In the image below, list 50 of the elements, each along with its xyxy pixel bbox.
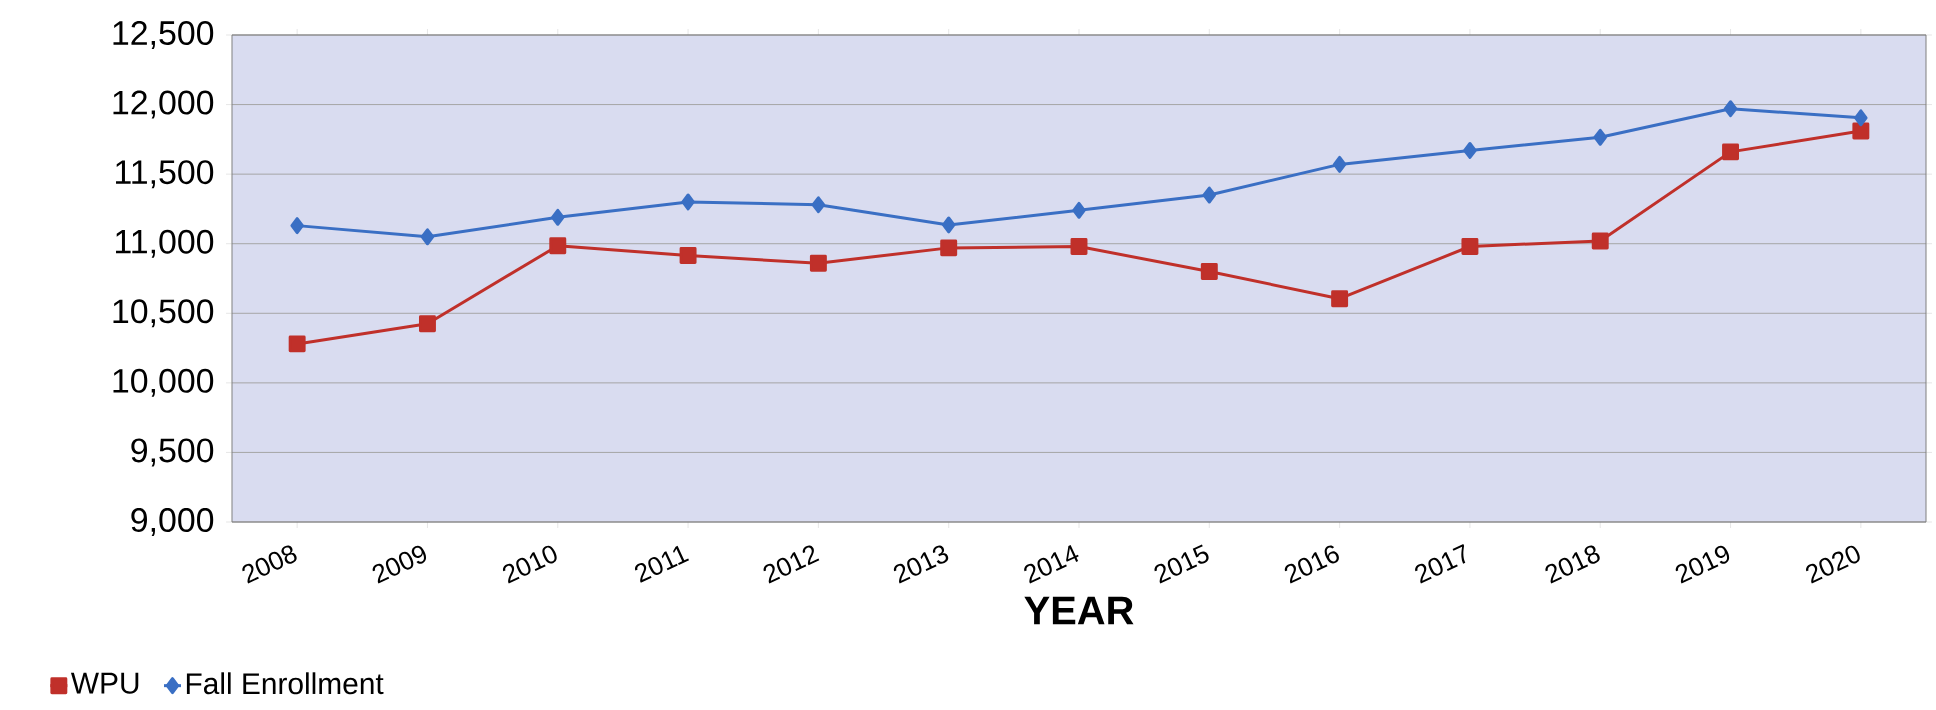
point [811, 196, 826, 214]
y-tick-label: 9,000 [131, 508, 214, 536]
x-axis-title: YEAR [1024, 596, 1134, 625]
x-tick-label: 2013 [893, 545, 949, 584]
point [1200, 263, 1218, 281]
point [1852, 122, 1870, 140]
x-tick-label: 2016 [1284, 545, 1339, 584]
x-tick-label: 2009 [372, 545, 427, 584]
point [679, 247, 697, 265]
y-tick-label: 9,500 [131, 438, 214, 467]
point [1331, 290, 1349, 308]
x-tick-label: 2011 [634, 545, 690, 583]
y-tick-label: 11,500 [116, 160, 214, 189]
point [1723, 100, 1738, 118]
x-tick-label: 2015 [1154, 544, 1209, 584]
x-tick-label: 2017 [1415, 544, 1466, 584]
point [1854, 109, 1868, 127]
point [940, 239, 958, 257]
point [290, 217, 304, 235]
x-tick-label: 2008 [242, 545, 297, 584]
point [809, 254, 827, 272]
point [1593, 128, 1607, 146]
y-tick-label: 11,000 [116, 229, 214, 258]
point [1202, 186, 1217, 204]
x-tick-label: 2018 [1545, 545, 1600, 584]
point [1591, 232, 1609, 250]
point [418, 315, 436, 333]
point [1463, 142, 1477, 159]
y-tick-label: 10,500 [113, 299, 214, 328]
x-tick-label: 2019 [1675, 545, 1730, 584]
x-tick-label: 2010 [502, 545, 557, 584]
y-tick-label: 12,500 [113, 21, 214, 49]
x-tick-label: 2014 [1024, 544, 1079, 584]
point [681, 193, 695, 211]
point [941, 216, 956, 234]
point [1722, 143, 1740, 161]
point [1461, 238, 1479, 255]
legend-label: WPU [70, 672, 139, 694]
point [420, 228, 435, 246]
point [1072, 201, 1086, 219]
y-tick-label: 10,000 [113, 368, 214, 397]
y-tick-label: 12,000 [113, 90, 214, 119]
x-tick-label: 2012 [763, 545, 820, 584]
point [551, 208, 565, 226]
point [549, 237, 567, 255]
point [1332, 155, 1347, 173]
x-tick-label: 2020 [1806, 545, 1860, 584]
legend-label: Fall Enrollment [186, 672, 384, 695]
point [1070, 238, 1088, 255]
point [288, 335, 306, 353]
